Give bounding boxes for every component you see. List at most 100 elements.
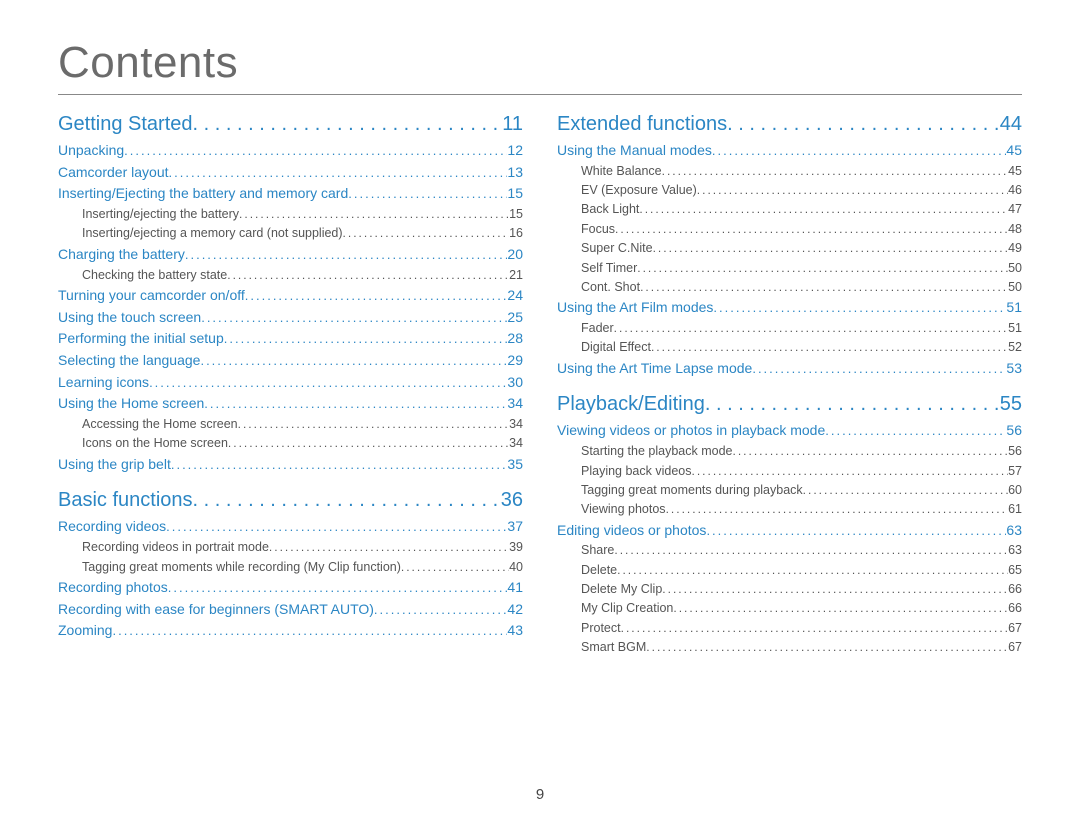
toc-leader-dots	[713, 298, 1006, 318]
toc-leader-dots	[653, 239, 1009, 258]
toc-entry-page: 63	[1008, 541, 1022, 560]
toc-entry-page: 44	[1000, 113, 1022, 136]
toc-entry-label: Icons on the Home screen	[82, 434, 228, 453]
toc-entry[interactable]: Icons on the Home screen 34	[58, 434, 523, 453]
toc-entry-label: Performing the initial setup	[58, 328, 224, 350]
toc-entry[interactable]: Tagging great moments while recording (M…	[58, 558, 523, 577]
toc-entry[interactable]: Extended functions 44	[557, 113, 1022, 136]
toc-entry-label: Recording videos in portrait mode	[82, 538, 269, 557]
toc-entry-page: 66	[1008, 599, 1022, 618]
toc-entry[interactable]: Smart BGM 67	[557, 638, 1022, 657]
toc-entry[interactable]: Learning icons 30	[58, 372, 523, 394]
toc-entry[interactable]: Super C.Nite 49	[557, 239, 1022, 258]
toc-leader-dots	[803, 481, 1008, 500]
toc-entry-page: 48	[1008, 220, 1022, 239]
toc-entry[interactable]: Focus 48	[557, 220, 1022, 239]
toc-entry-page: 46	[1008, 181, 1022, 200]
toc-leader-dots	[374, 600, 508, 620]
toc-entry[interactable]: Viewing photos 61	[557, 500, 1022, 519]
toc-entry[interactable]: Editing videos or photos 63	[557, 520, 1022, 542]
toc-entry-label: Focus	[581, 220, 615, 239]
toc-entry[interactable]: Back Light 47	[557, 200, 1022, 219]
toc-entry[interactable]: Self Timer 50	[557, 259, 1022, 278]
toc-entry[interactable]: Recording with ease for beginners (SMART…	[58, 599, 523, 621]
toc-entry-page: 36	[501, 489, 523, 512]
toc-leader-dots	[401, 558, 509, 577]
toc-entry[interactable]: Using the Manual modes 45	[557, 140, 1022, 162]
toc-entry[interactable]: Checking the battery state 21	[58, 266, 523, 285]
toc-entry[interactable]: Performing the initial setup 28	[58, 328, 523, 350]
toc-entry[interactable]: Viewing videos or photos in playback mod…	[557, 420, 1022, 442]
toc-entry[interactable]: Playing back videos 57	[557, 462, 1022, 481]
toc-entry[interactable]: My Clip Creation 66	[557, 599, 1022, 618]
toc-entry-label: Getting Started	[58, 113, 193, 136]
toc-entry[interactable]: Using the Art Time Lapse mode 53	[557, 358, 1022, 380]
toc-leader-dots	[343, 224, 510, 243]
toc-entry-page: 40	[509, 558, 523, 577]
toc-entry-page: 29	[507, 350, 523, 372]
toc-entry[interactable]: Accessing the Home screen 34	[58, 415, 523, 434]
toc-entry-label: Cont. Shot	[581, 278, 640, 297]
toc-entry-label: White Balance	[581, 162, 662, 181]
toc-entry-label: Protect	[581, 619, 621, 638]
toc-entry-page: 42	[507, 599, 523, 621]
toc-leader-dots	[825, 421, 1006, 441]
toc-entry-label: Back Light	[581, 200, 639, 219]
toc-entry[interactable]: Inserting/ejecting the battery 15	[58, 205, 523, 224]
toc-entry[interactable]: Recording photos 41	[58, 577, 523, 599]
toc-entry-page: 34	[509, 415, 523, 434]
toc-leader-dots	[193, 489, 501, 512]
toc-entry-label: Self Timer	[581, 259, 637, 278]
toc-entry[interactable]: Share 63	[557, 541, 1022, 560]
toc-entry-label: Using the touch screen	[58, 307, 201, 329]
toc-entry[interactable]: Getting Started 11	[58, 113, 523, 136]
toc-entry[interactable]: Charging the battery 20	[58, 244, 523, 266]
toc-entry-page: 15	[507, 183, 523, 205]
toc-leader-dots	[637, 259, 1008, 278]
toc-entry[interactable]: Recording videos in portrait mode 39	[58, 538, 523, 557]
toc-entry-page: 49	[1008, 239, 1022, 258]
toc-entry[interactable]: Using the touch screen 25	[58, 307, 523, 329]
toc-entry[interactable]: Starting the playback mode 56	[557, 442, 1022, 461]
toc-entry[interactable]: EV (Exposure Value) 46	[557, 181, 1022, 200]
toc-leader-dots	[149, 373, 507, 393]
toc-entry[interactable]: Camcorder layout 13	[58, 162, 523, 184]
toc-entry[interactable]: Delete My Clip 66	[557, 580, 1022, 599]
toc-entry-label: Checking the battery state	[82, 266, 227, 285]
toc-entry-label: Zooming	[58, 620, 112, 642]
toc-entry[interactable]: Inserting/Ejecting the battery and memor…	[58, 183, 523, 205]
toc-entry[interactable]: Using the grip belt 35	[58, 454, 523, 476]
toc-entry[interactable]: Recording videos 37	[58, 516, 523, 538]
toc-leader-dots	[239, 205, 509, 224]
toc-entry[interactable]: Turning your camcorder on/off 24	[58, 285, 523, 307]
toc-entry-page: 67	[1008, 619, 1022, 638]
toc-entry[interactable]: Delete 65	[557, 561, 1022, 580]
toc-entry-label: Using the Home screen	[58, 393, 204, 415]
page-title: Contents	[58, 38, 1022, 88]
toc-entry[interactable]: Playback/Editing 55	[557, 393, 1022, 416]
toc-entry[interactable]: White Balance 45	[557, 162, 1022, 181]
toc-entry[interactable]: Unpacking 12	[58, 140, 523, 162]
toc-entry[interactable]: Basic functions 36	[58, 489, 523, 512]
toc-entry[interactable]: Cont. Shot 50	[557, 278, 1022, 297]
toc-entry[interactable]: Tagging great moments during playback 60	[557, 481, 1022, 500]
toc-leader-dots	[166, 517, 507, 537]
toc-entry[interactable]: Using the Home screen 34	[58, 393, 523, 415]
toc-entry[interactable]: Protect 67	[557, 619, 1022, 638]
toc-entry[interactable]: Inserting/ejecting a memory card (not su…	[58, 224, 523, 243]
toc-entry[interactable]: Using the Art Film modes 51	[557, 297, 1022, 319]
toc-entry-page: 41	[507, 577, 523, 599]
toc-entry-label: Delete	[581, 561, 617, 580]
toc-entry-label: Viewing videos or photos in playback mod…	[557, 420, 825, 442]
toc-entry[interactable]: Zooming 43	[58, 620, 523, 642]
toc-leader-dots	[224, 329, 508, 349]
toc-leader-dots	[662, 580, 1008, 599]
toc-leader-dots	[673, 599, 1008, 618]
toc-entry[interactable]: Selecting the language 29	[58, 350, 523, 372]
toc-entry-page: 53	[1006, 358, 1022, 380]
toc-leader-dots	[662, 162, 1008, 181]
toc-entry[interactable]: Fader 51	[557, 319, 1022, 338]
toc-entry[interactable]: Digital Effect 52	[557, 338, 1022, 357]
toc-leader-dots	[227, 266, 509, 285]
toc-entry-label: Inserting/Ejecting the battery and memor…	[58, 183, 348, 205]
